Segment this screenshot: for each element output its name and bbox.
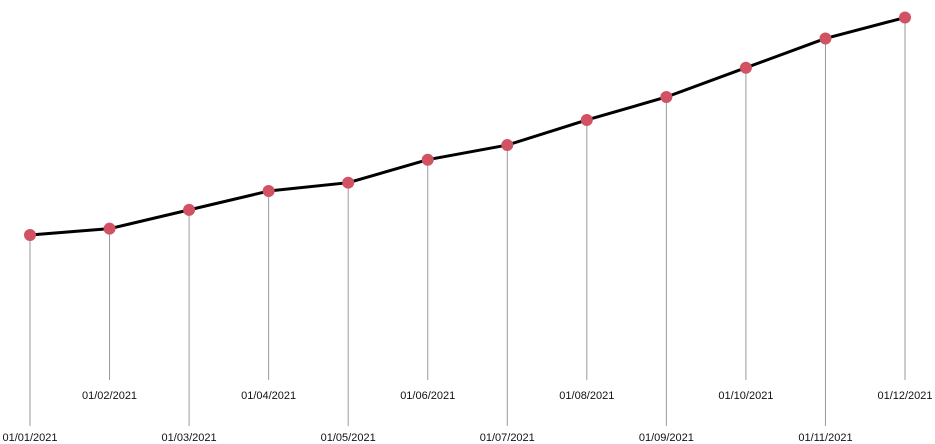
- data-point-marker: [183, 203, 196, 216]
- data-point-marker: [421, 153, 434, 166]
- x-tick-label: 01/05/2021: [321, 432, 376, 444]
- data-point-marker: [262, 185, 275, 198]
- data-point-marker: [501, 139, 514, 152]
- x-tick-label: 01/07/2021: [480, 432, 535, 444]
- x-tick-label: 01/03/2021: [162, 432, 217, 444]
- data-markers: [24, 11, 911, 241]
- x-tick-label: 01/11/2021: [798, 432, 852, 444]
- series-line: [28, 16, 907, 237]
- x-tick-label: 01/09/2021: [639, 432, 694, 444]
- x-tick-label: 01/10/2021: [718, 390, 773, 402]
- data-point-marker: [739, 61, 752, 74]
- x-tick-label: 01/08/2021: [559, 390, 614, 402]
- data-point-marker: [24, 228, 36, 241]
- x-tick-label: 01/01/2021: [2, 432, 57, 444]
- data-point-marker: [342, 176, 355, 189]
- data-point-marker: [660, 90, 673, 103]
- x-tick-label: 01/04/2021: [241, 390, 296, 402]
- data-point-marker: [899, 11, 911, 24]
- x-tick-labels: 01/01/2021 01/02/2021 01/03/2021 01/04/2021…: [2, 390, 932, 444]
- x-tick-label: 01/02/2021: [82, 390, 137, 402]
- data-point-marker: [819, 32, 832, 45]
- x-tick-label: 01/06/2021: [400, 390, 455, 402]
- drop-lines: [29, 17, 906, 426]
- data-point-marker: [103, 222, 116, 235]
- data-point-marker: [580, 113, 593, 126]
- x-tick-label: 01/12/2021: [877, 390, 932, 402]
